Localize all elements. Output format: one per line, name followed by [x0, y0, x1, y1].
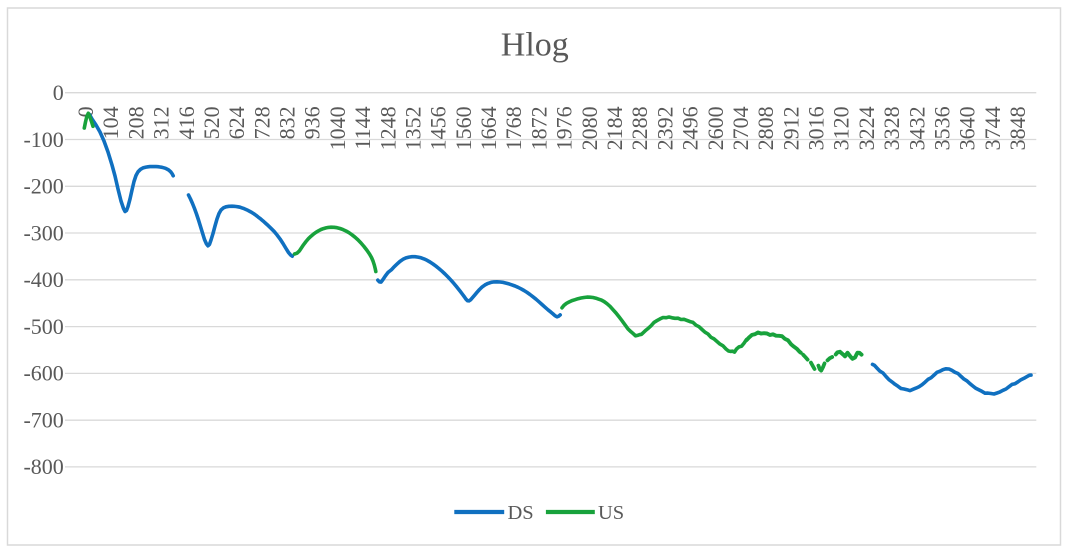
svg-text:728: 728 — [249, 106, 274, 139]
svg-text:3224: 3224 — [854, 106, 879, 150]
svg-text:3016: 3016 — [804, 106, 829, 150]
svg-text:208: 208 — [123, 106, 148, 139]
svg-text:936: 936 — [300, 106, 325, 139]
svg-text:312: 312 — [149, 106, 174, 139]
svg-text:2392: 2392 — [652, 106, 677, 150]
svg-text:1664: 1664 — [476, 106, 501, 150]
svg-text:-100: -100 — [23, 127, 63, 152]
svg-text:0: 0 — [53, 80, 64, 105]
svg-text:DS: DS — [508, 502, 534, 524]
svg-text:416: 416 — [174, 106, 199, 139]
svg-text:3848: 3848 — [1005, 106, 1030, 150]
svg-text:2912: 2912 — [778, 106, 803, 150]
svg-text:1248: 1248 — [375, 106, 400, 150]
svg-text:-700: -700 — [23, 408, 63, 433]
svg-text:0: 0 — [73, 106, 98, 117]
svg-text:-300: -300 — [23, 220, 63, 245]
svg-text:3744: 3744 — [980, 106, 1005, 150]
svg-text:1976: 1976 — [552, 106, 577, 150]
svg-text:Hlog: Hlog — [501, 26, 569, 63]
svg-text:3640: 3640 — [955, 106, 980, 150]
svg-text:2496: 2496 — [678, 106, 703, 150]
svg-text:-600: -600 — [23, 361, 63, 386]
svg-text:832: 832 — [275, 106, 300, 139]
svg-text:2808: 2808 — [753, 106, 778, 150]
svg-text:2184: 2184 — [602, 106, 627, 150]
svg-text:-400: -400 — [23, 267, 63, 292]
svg-text:2080: 2080 — [577, 106, 602, 150]
svg-text:-500: -500 — [23, 314, 63, 339]
svg-text:1768: 1768 — [501, 106, 526, 150]
svg-text:3120: 3120 — [829, 106, 854, 150]
svg-text:1872: 1872 — [526, 106, 551, 150]
svg-text:1352: 1352 — [401, 106, 426, 150]
svg-text:2600: 2600 — [703, 106, 728, 150]
svg-text:US: US — [598, 502, 624, 524]
svg-text:2704: 2704 — [728, 106, 753, 150]
svg-text:-800: -800 — [23, 454, 63, 479]
svg-text:3328: 3328 — [879, 106, 904, 150]
svg-text:1040: 1040 — [325, 106, 350, 150]
svg-text:1456: 1456 — [426, 106, 451, 150]
svg-text:-200: -200 — [23, 174, 63, 199]
svg-text:1560: 1560 — [451, 106, 476, 150]
svg-text:3432: 3432 — [904, 106, 929, 150]
svg-text:1144: 1144 — [350, 106, 375, 149]
svg-text:3536: 3536 — [930, 106, 955, 150]
svg-text:624: 624 — [224, 106, 249, 139]
svg-text:2288: 2288 — [627, 106, 652, 150]
svg-text:520: 520 — [199, 106, 224, 139]
